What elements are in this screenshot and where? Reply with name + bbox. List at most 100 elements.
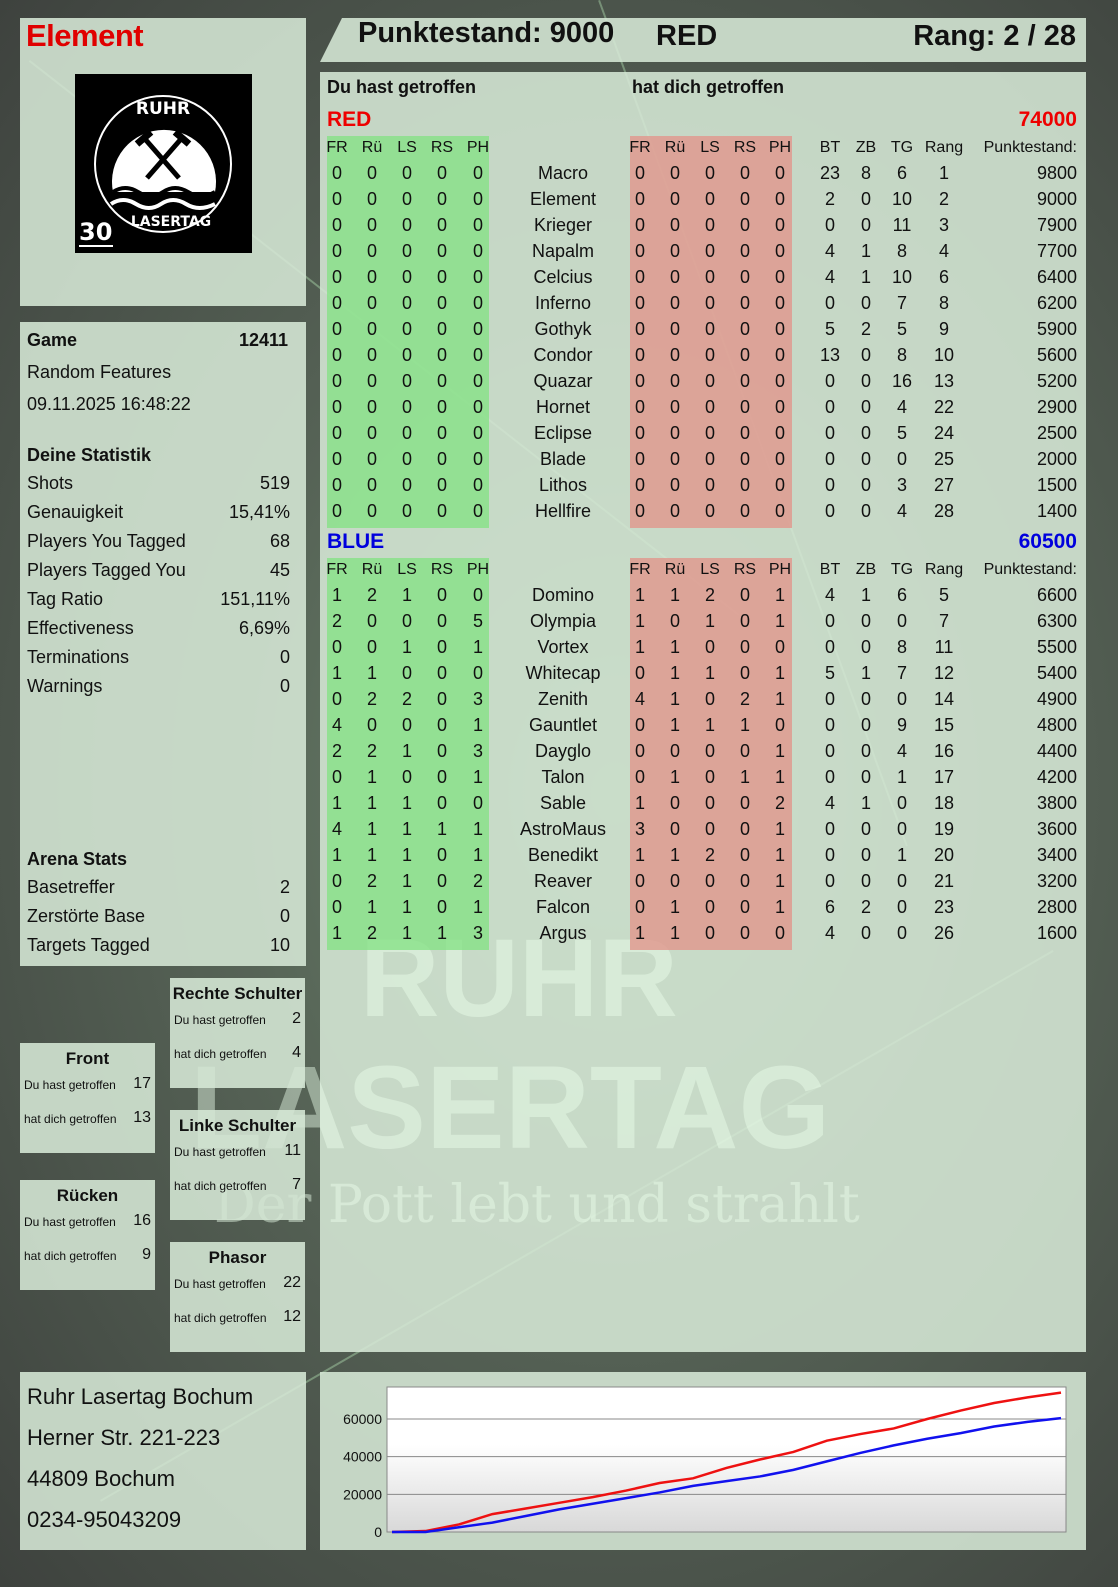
hit-you-value: 2 (739, 689, 750, 709)
hit-you-value: 0 (634, 215, 645, 235)
you-hit-value: 2 (401, 689, 412, 709)
player-stat: 15 (933, 715, 955, 735)
stat-value: 45 (269, 560, 290, 580)
hit-you-value: 0 (739, 637, 750, 657)
player-stat: 4 (824, 793, 835, 813)
zone-hit-value: 16 (133, 1212, 151, 1229)
player-stat: 11 (892, 215, 912, 235)
hit-you-value: 0 (704, 423, 715, 443)
player-stat: 0 (824, 449, 835, 469)
player-stat: 13 (933, 371, 955, 391)
hit-you-value: 0 (704, 741, 715, 761)
player-score: 4900 (1036, 689, 1077, 709)
you-hit-value: 1 (472, 637, 483, 657)
hit-you-value: 0 (669, 819, 680, 839)
hit-you-value: 0 (704, 767, 715, 787)
you-hit-value: 1 (331, 845, 342, 865)
player-score: 2000 (1036, 449, 1077, 469)
player-stat: 0 (860, 475, 871, 495)
hit-you-value: 0 (669, 371, 680, 391)
hit-you-value: 0 (634, 897, 645, 917)
table-row: 1 2 1 1 3 Argus 1 1 0 0 0 4 0 0 26 1600 (320, 923, 1086, 949)
you-hit-value: 0 (366, 715, 377, 735)
table-row: 1 2 1 0 0 Domino 1 1 2 0 1 4 1 6 5 6600 (320, 585, 1086, 611)
player-stat: 1 (860, 267, 871, 287)
player-stat: 11 (934, 637, 954, 657)
you-hit-value: 0 (401, 397, 412, 417)
hit-you-value: 0 (669, 741, 680, 761)
game-label: Game (27, 330, 78, 350)
arena-stat-value: 0 (279, 906, 290, 926)
player-score: 7900 (1036, 215, 1077, 235)
y-tick-label: 40000 (343, 1449, 382, 1465)
you-hit-value: 0 (401, 767, 412, 787)
hit-you-value: 0 (704, 189, 715, 209)
score-chart: 0 20000 40000 60000 (343, 1386, 1067, 1540)
you-hit-value: 0 (366, 163, 377, 183)
player-name: Vortex (537, 637, 589, 657)
stat-value: 68 (269, 531, 290, 551)
col-header: RS (430, 139, 454, 156)
player-stat: 1 (860, 241, 871, 261)
player-stat: 10 (933, 345, 955, 365)
hit-you-value: 0 (774, 423, 785, 443)
you-hit-value: 0 (401, 241, 412, 261)
you-hit-value: 0 (366, 345, 377, 365)
hit-you-value: 0 (704, 475, 715, 495)
col-header: TG (890, 139, 914, 156)
player-name: Benedikt (527, 845, 599, 865)
you-hit-value: 0 (331, 189, 342, 209)
table-row: 0 0 0 0 0 Gothyk 0 0 0 0 0 5 2 5 9 5900 (320, 319, 1086, 345)
hit-you-value: 0 (634, 267, 645, 287)
hit-you-value: 1 (774, 611, 785, 631)
you-hit-value: 1 (472, 845, 483, 865)
hit-you-value: 0 (634, 345, 645, 365)
zone-got-value: 7 (292, 1176, 301, 1193)
col-header: ZB (855, 139, 877, 156)
you-hit-value: 0 (472, 319, 483, 339)
arena-stat-value: 2 (279, 877, 290, 897)
player-stat: 0 (860, 637, 871, 657)
hit-you-value: 1 (704, 715, 715, 735)
hit-you-value: 0 (669, 241, 680, 261)
hit-you-value: 0 (774, 397, 785, 417)
plot-area (386, 1386, 1067, 1533)
hit-you-value: 1 (634, 845, 645, 865)
player-name: Argus (539, 923, 587, 943)
hit-you-value: 0 (669, 215, 680, 235)
player-stat: 2 (860, 897, 871, 917)
player-stat: 7 (938, 611, 949, 631)
you-hit-value: 2 (331, 611, 342, 631)
player-name: Quazar (533, 371, 593, 391)
col-header: FR (629, 139, 651, 156)
player-name: Celcius (533, 267, 593, 287)
player-stat: 16 (891, 371, 913, 391)
hit-you-value: 0 (704, 241, 715, 261)
hit-you-value: 0 (634, 319, 645, 339)
ruhr-lasertag-logo: RUHR LASERTAG 30 (75, 74, 252, 253)
col-header: RS (430, 561, 454, 578)
col-header: LS (397, 561, 417, 578)
hit-you-value: 1 (669, 767, 680, 787)
svg-text:30: 30 (79, 218, 112, 246)
player-stat: 8 (896, 637, 907, 657)
you-hit-value: 1 (472, 767, 483, 787)
address-line: Ruhr Lasertag Bochum (27, 1384, 254, 1409)
you-hit-value: 1 (366, 845, 377, 865)
player-stat: 4 (938, 241, 949, 261)
player-stat: 0 (824, 845, 835, 865)
player-stat: 4 (824, 923, 835, 943)
hit-you-value: 0 (774, 371, 785, 391)
player-name: Hellfire (534, 501, 591, 521)
col-header: Rü (664, 561, 686, 578)
player-stat: 25 (933, 449, 955, 469)
col-header: BT (819, 561, 841, 578)
zone-got-label: hat dich getroffen (174, 1047, 267, 1061)
player-stat: 0 (824, 611, 835, 631)
player-name: Talon (541, 767, 585, 787)
table-row: 0 0 0 0 0 Celcius 0 0 0 0 0 4 1 10 6 6400 (320, 267, 1086, 293)
player-stat: 0 (860, 923, 871, 943)
you-hit-value: 3 (472, 741, 483, 761)
you-hit-value: 1 (436, 923, 447, 943)
you-hit-value: 0 (472, 189, 483, 209)
